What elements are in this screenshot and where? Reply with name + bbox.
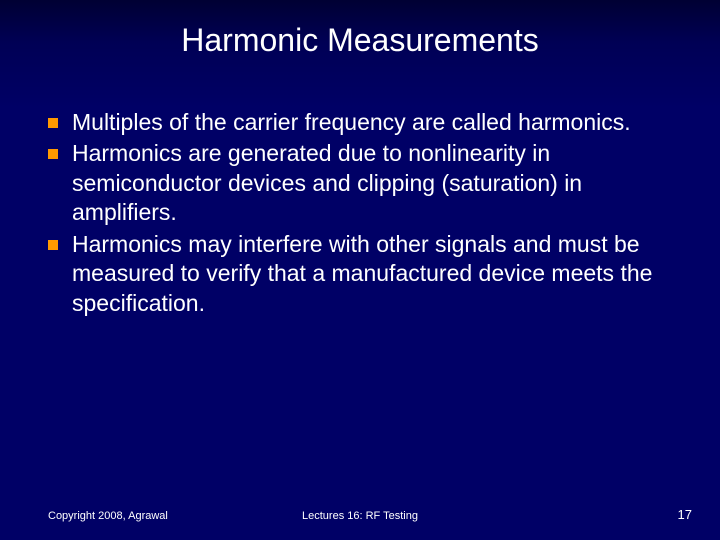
- slide-footer: Copyright 2008, Agrawal Lectures 16: RF …: [0, 502, 720, 522]
- bullet-text: Harmonics are generated due to nonlinear…: [72, 139, 680, 227]
- footer-page-number: 17: [678, 507, 692, 522]
- square-bullet-icon: [48, 240, 58, 250]
- slide-title: Harmonic Measurements: [0, 22, 720, 59]
- bullet-text: Multiples of the carrier frequency are c…: [72, 108, 680, 137]
- bullet-item: Harmonics may interfere with other signa…: [48, 230, 680, 318]
- slide-content: Multiples of the carrier frequency are c…: [48, 108, 680, 320]
- slide: Harmonic Measurements Multiples of the c…: [0, 0, 720, 540]
- bullet-item: Multiples of the carrier frequency are c…: [48, 108, 680, 137]
- square-bullet-icon: [48, 149, 58, 159]
- bullet-item: Harmonics are generated due to nonlinear…: [48, 139, 680, 227]
- bullet-text: Harmonics may interfere with other signa…: [72, 230, 680, 318]
- square-bullet-icon: [48, 118, 58, 128]
- footer-lecture-label: Lectures 16: RF Testing: [0, 510, 720, 522]
